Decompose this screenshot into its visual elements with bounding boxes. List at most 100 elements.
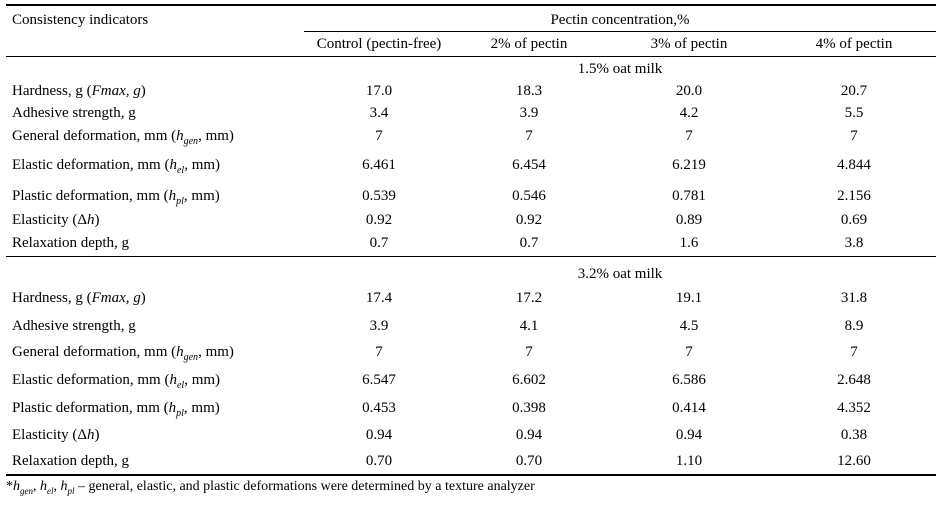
header-row-2: Control (pectin-free) 2% of pectin 3% of… [6,33,936,55]
cell-3-percent: 0.781 [672,188,706,204]
column-header-3-percent: 3% of pectin [650,36,728,52]
cell-control: 3.9 [369,318,389,334]
cell-4-percent: 0.69 [840,212,868,228]
cell-2-percent: 17.2 [515,290,543,306]
section-divider-rule [6,256,936,257]
cell-2-percent: 0.92 [515,212,543,228]
table-bottom-rule [6,474,936,476]
cell-control: 0.539 [362,188,396,204]
section-title: 1.5% oat milk [577,61,663,77]
cell-control: 0.92 [365,212,393,228]
section-title-row: 1.5% oat milk [6,58,936,80]
cell-2-percent: 0.94 [515,427,543,443]
cell-control: 17.4 [365,290,393,306]
cell-3-percent: 0.414 [672,400,706,416]
cell-3-percent: 4.5 [679,318,699,334]
row-label: Relaxation depth, g [12,453,130,469]
table-row: Elastic deformation, mm (hel, mm) 6.461 6.… [6,154,936,176]
table-row: Adhesive strength, g 3.9 4.1 4.5 8.9 [6,315,936,337]
cell-4-percent: 7 [850,128,858,144]
cell-3-percent: 1.6 [679,235,699,251]
cell-2-percent: 6.602 [512,372,546,388]
cell-2-percent: 7 [525,128,533,144]
cell-control: 3.4 [369,105,389,121]
table-row: Hardness, g (Fmax, g) 17.4 17.2 19.1 31.8 [6,287,936,309]
row-label: Hardness, g (Fmax, g) [12,290,146,306]
cell-4-percent: 12.60 [837,453,871,469]
cell-3-percent: 7 [685,344,693,360]
cell-control: 6.461 [362,157,396,173]
row-label: Elastic deformation, mm (hel, mm) [12,157,221,176]
row-label: Elastic deformation, mm (hel, mm) [12,372,221,391]
cell-4-percent: 4.352 [837,400,871,416]
cell-2-percent: 0.70 [515,453,543,469]
cell-control: 0.7 [369,235,389,251]
cell-2-percent: 0.546 [512,188,546,204]
cell-3-percent: 0.94 [675,427,703,443]
header-bottom-rule [6,56,936,57]
table-row: Plastic deformation, mm (hpl, mm) 0.539 0.… [6,185,936,207]
table-row: Hardness, g (Fmax, g) 17.0 18.3 20.0 20.7 [6,80,936,102]
row-label: Relaxation depth, g [12,235,130,251]
table-row: Elasticity (Δh) 0.94 0.94 0.94 0.38 [6,424,936,446]
table-footnote: *hgen, hel, hpl – general, elastic, and … [6,479,535,496]
row-label: Elasticity (Δh) [12,212,100,228]
cell-4-percent: 2.156 [837,188,871,204]
row-label: Adhesive strength, g [12,318,136,334]
cell-control: 7 [375,344,383,360]
cell-control: 17.0 [365,83,393,99]
cell-2-percent: 4.1 [519,318,539,334]
table-row: Elastic deformation, mm (hel, mm) 6.547 6.… [6,369,936,391]
cell-2-percent: 6.454 [512,157,546,173]
row-label: General deformation, mm (hgen, mm) [12,344,234,363]
section-title-row: 3.2% oat milk [6,263,936,285]
cell-control: 6.547 [362,372,396,388]
table-row: General deformation, mm (hgen, mm) 7 7 7 7 [6,341,936,363]
footnote-star: * [6,479,13,494]
cell-4-percent: 4.844 [837,157,871,173]
column-header-4-percent: 4% of pectin [815,36,893,52]
column-header-control: Control (pectin-free) [316,36,442,52]
section-title: 3.2% oat milk [577,266,663,282]
cell-3-percent: 19.1 [675,290,703,306]
cell-control: 0.453 [362,400,396,416]
cell-4-percent: 8.9 [844,318,864,334]
cell-2-percent: 0.398 [512,400,546,416]
cell-3-percent: 6.586 [672,372,706,388]
cell-2-percent: 7 [525,344,533,360]
cell-4-percent: 7 [850,344,858,360]
cell-2-percent: 0.7 [519,235,539,251]
table-row: Elasticity (Δh) 0.92 0.92 0.89 0.69 [6,209,936,231]
cell-control: 0.94 [365,427,393,443]
row-label: General deformation, mm (hgen, mm) [12,128,234,147]
cell-3-percent: 7 [685,128,693,144]
cell-3-percent: 0.89 [675,212,703,228]
row-label: Plastic deformation, mm (hpl, mm) [12,400,220,419]
cell-2-percent: 18.3 [515,83,543,99]
cell-3-percent: 4.2 [679,105,699,121]
cell-4-percent: 31.8 [840,290,868,306]
table-row: Relaxation depth, g 0.7 0.7 1.6 3.8 [6,232,936,254]
cell-4-percent: 3.8 [844,235,864,251]
table-row: Relaxation depth, g 0.70 0.70 1.10 12.60 [6,450,936,472]
cell-3-percent: 20.0 [675,83,703,99]
cell-3-percent: 6.219 [672,157,706,173]
cell-control: 7 [375,128,383,144]
row-label: Plastic deformation, mm (hpl, mm) [12,188,220,207]
cell-4-percent: 0.38 [840,427,868,443]
table-row: Adhesive strength, g 3.4 3.9 4.2 5.5 [6,102,936,124]
cell-2-percent: 3.9 [519,105,539,121]
row-label: Elasticity (Δh) [12,427,100,443]
header-consistency-indicators: Consistency indicators [12,12,149,28]
cell-3-percent: 1.10 [675,453,703,469]
table-row: General deformation, mm (hgen, mm) 7 7 7 7 [6,125,936,147]
row-label: Hardness, g (Fmax, g) [12,83,146,99]
table-row: Plastic deformation, mm (hpl, mm) 0.453 0.… [6,397,936,419]
header-pectin-concentration: Pectin concentration,% [550,12,690,28]
footnote-text: – general, elastic, and plastic deformat… [74,479,535,494]
row-label: Adhesive strength, g [12,105,136,121]
table-top-rule [6,4,936,6]
group-header-rule [304,31,936,32]
column-header-2-percent: 2% of pectin [490,36,568,52]
cell-control: 0.70 [365,453,393,469]
